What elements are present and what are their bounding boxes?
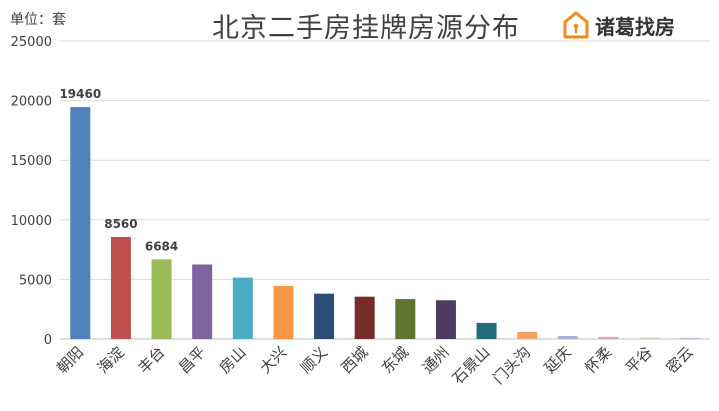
bar-密云: [679, 337, 700, 339]
x-tick-label: 东城: [378, 343, 412, 377]
y-tick-label: 20000: [11, 95, 52, 110]
data-label: 8560: [104, 217, 137, 231]
bar-朝阳: [70, 107, 91, 339]
data-label: 6684: [145, 239, 178, 253]
x-tick-label: 海淀: [94, 343, 128, 377]
x-tick-label: 昌平: [175, 343, 209, 377]
bar-通州: [435, 300, 456, 339]
x-tick-label: 延庆: [541, 343, 575, 377]
chart-title: 北京二手房挂牌房源分布: [212, 13, 520, 44]
bar-海淀: [110, 236, 131, 339]
y-tick-label: 5000: [19, 273, 52, 288]
bar-东城: [395, 299, 416, 339]
bar-延庆: [557, 336, 578, 339]
x-tick-label: 大兴: [256, 343, 290, 377]
x-tick-label: 朝阳: [53, 343, 87, 377]
data-label: 19460: [59, 87, 101, 101]
bar-门头沟: [517, 331, 538, 339]
y-tick-label: 25000: [11, 35, 52, 50]
bar-怀柔: [598, 336, 619, 339]
x-tick-label: 房山: [216, 343, 250, 377]
y-tick-label: 10000: [11, 214, 52, 229]
x-tick-label: 平谷: [622, 343, 656, 377]
y-axis-unit-label: 单位：套: [10, 12, 66, 28]
bar-昌平: [192, 264, 213, 339]
bar-顺义: [314, 293, 335, 339]
bar-西城: [354, 296, 375, 339]
bar-丰台: [151, 259, 172, 339]
x-tick-label: 通州: [419, 343, 453, 377]
x-tick-label: 怀柔: [581, 343, 615, 377]
house-logo-icon: [563, 11, 589, 39]
x-tick-label: 门头沟: [489, 343, 534, 388]
x-tick-label: 密云: [663, 343, 697, 377]
y-tick-label: 0: [44, 333, 52, 348]
brand-logo: 诸葛找房: [563, 10, 675, 40]
bar-石景山: [476, 322, 497, 339]
bar-平谷: [639, 337, 660, 339]
x-tick-label: 石景山: [449, 343, 494, 388]
x-tick-label: 西城: [338, 343, 372, 377]
x-tick-label: 顺义: [297, 343, 331, 377]
y-tick-label: 15000: [11, 154, 52, 169]
x-tick-label: 丰台: [134, 343, 168, 377]
brand-name: 诸葛找房: [595, 14, 675, 39]
bar-大兴: [273, 285, 294, 339]
bar-房山: [232, 277, 253, 339]
